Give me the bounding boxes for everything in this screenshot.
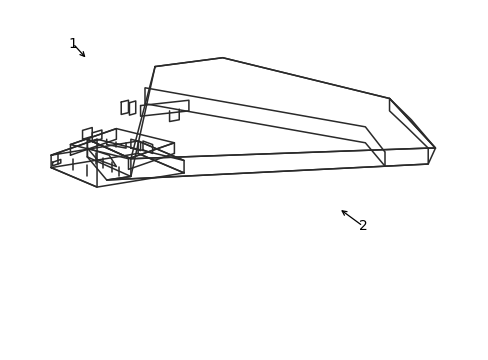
Text: 1: 1: [68, 36, 77, 50]
Text: 2: 2: [358, 219, 366, 233]
